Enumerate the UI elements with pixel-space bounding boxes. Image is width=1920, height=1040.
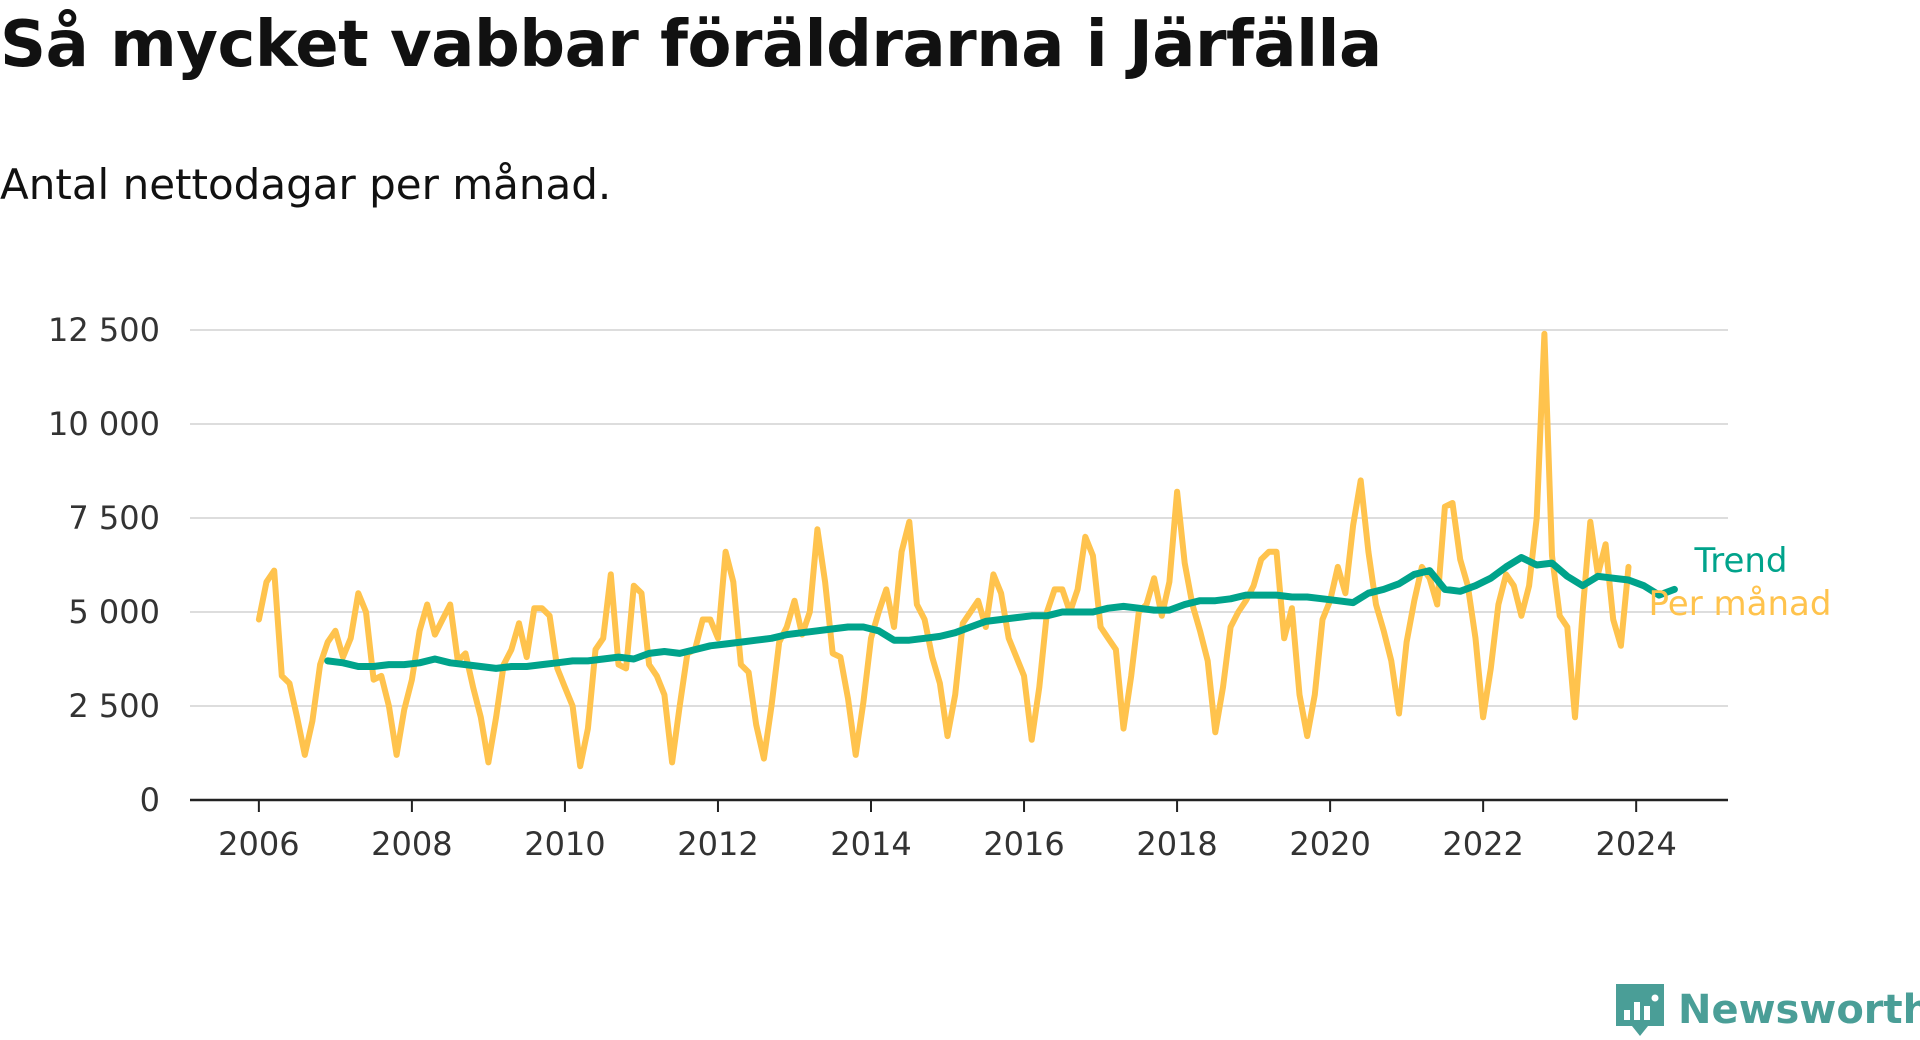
x-axis: 2006 2008 2010 2012 2014 2016 2018 2020 2022 2024 xyxy=(190,798,1728,863)
brand-name: Newsworthy xyxy=(1678,987,1920,1033)
x-tick-label: 2020 xyxy=(1289,825,1370,863)
x-tick-label: 2010 xyxy=(524,825,605,863)
y-tick-label: 12 500 xyxy=(48,311,160,349)
x-tick-label: 2022 xyxy=(1442,825,1523,863)
x-tick-label: 2012 xyxy=(677,825,758,863)
series-lines xyxy=(255,330,1678,770)
chart-subtitle: Antal nettodagar per månad. xyxy=(0,160,612,209)
y-tick-label: 0 xyxy=(140,781,160,819)
x-tick-label: 2024 xyxy=(1595,825,1676,863)
newsworthy-logo-icon xyxy=(1616,984,1664,1036)
y-tick-label: 7 500 xyxy=(68,499,160,537)
y-axis-tick-labels: 0 2 500 5 000 7 500 10 000 12 500 xyxy=(48,311,160,819)
chart-title: Så mycket vabbar föräldrarna i Järfälla xyxy=(0,8,1382,82)
legend-label-per-manad: Per månad xyxy=(1649,584,1832,624)
x-tick-label: 2014 xyxy=(830,825,911,863)
x-tick-label: 2008 xyxy=(371,825,452,863)
newsworthy-logo: Newsworthy xyxy=(1612,980,1920,1040)
y-tick-label: 5 000 xyxy=(68,593,160,631)
x-tick-label: 2018 xyxy=(1136,825,1217,863)
legend-label-trend: Trend xyxy=(1693,541,1787,581)
x-tick-label: 2016 xyxy=(983,825,1064,863)
y-tick-label: 2 500 xyxy=(68,687,160,725)
series-line-per-manad xyxy=(255,330,1632,770)
x-tick-label: 2006 xyxy=(218,825,299,863)
y-tick-label: 10 000 xyxy=(48,405,160,443)
series-line-trend xyxy=(324,554,1678,672)
